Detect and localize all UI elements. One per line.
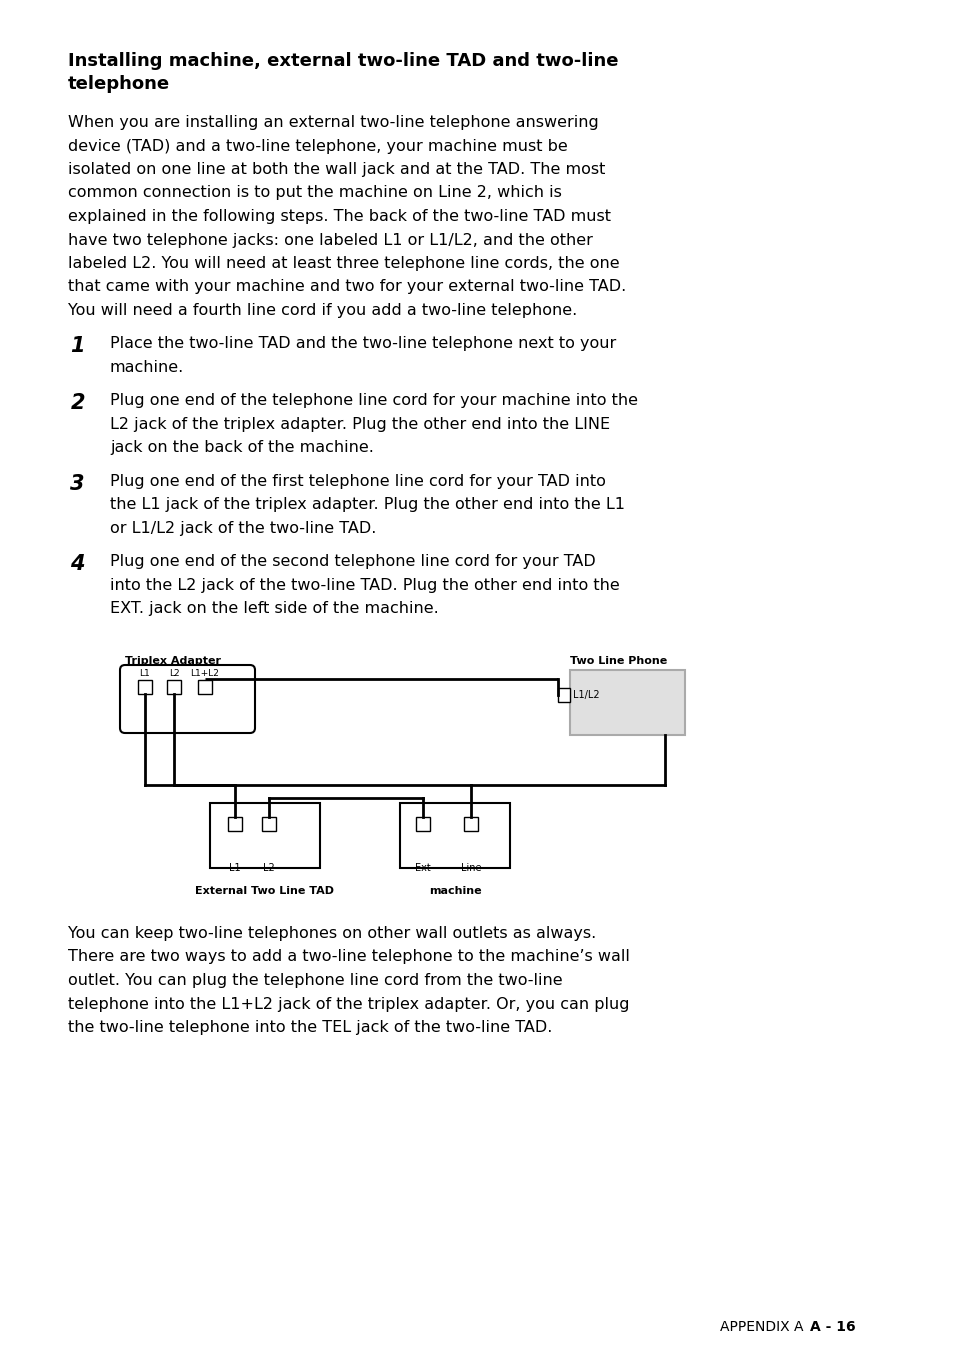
Text: L2: L2 [169, 669, 179, 677]
Text: L2 jack of the triplex adapter. Plug the other end into the LINE: L2 jack of the triplex adapter. Plug the… [110, 416, 610, 433]
Text: APPENDIX A: APPENDIX A [720, 1320, 802, 1334]
Text: common connection is to put the machine on Line 2, which is: common connection is to put the machine … [68, 185, 561, 200]
Text: L1+L2: L1+L2 [191, 669, 219, 677]
Bar [463, 817, 477, 831]
Text: Installing machine, external two-line TAD and two-line: Installing machine, external two-line TA… [68, 51, 618, 70]
Text: or L1/L2 jack of the two-line TAD.: or L1/L2 jack of the two-line TAD. [110, 521, 376, 535]
Text: External Two Line TAD: External Two Line TAD [195, 886, 335, 896]
Text: There are two ways to add a two-line telephone to the machine’s wall: There are two ways to add a two-line tel… [68, 949, 629, 964]
Bar [399, 803, 510, 868]
Text: Triplex Adapter: Triplex Adapter [125, 656, 221, 667]
Text: machine.: machine. [110, 360, 184, 375]
Bar [569, 671, 684, 735]
Text: Ext: Ext [415, 863, 431, 873]
Text: Two Line Phone: Two Line Phone [569, 656, 666, 667]
Text: the two-line telephone into the TEL jack of the two-line TAD.: the two-line telephone into the TEL jack… [68, 1019, 552, 1036]
Text: Plug one end of the telephone line cord for your machine into the: Plug one end of the telephone line cord … [110, 393, 638, 408]
Text: jack on the back of the machine.: jack on the back of the machine. [110, 441, 374, 456]
Text: Plug one end of the second telephone line cord for your TAD: Plug one end of the second telephone lin… [110, 554, 595, 569]
Bar [210, 803, 319, 868]
Text: 2: 2 [71, 393, 85, 414]
Text: Place the two-line TAD and the two-line telephone next to your: Place the two-line TAD and the two-line … [110, 337, 616, 352]
Text: explained in the following steps. The back of the two-line TAD must: explained in the following steps. The ba… [68, 210, 610, 224]
Bar [167, 680, 181, 694]
Bar [228, 817, 242, 831]
Bar [416, 817, 430, 831]
Text: You will need a fourth line cord if you add a two-line telephone.: You will need a fourth line cord if you … [68, 303, 577, 318]
Text: 3: 3 [71, 475, 85, 493]
Text: labeled L2. You will need at least three telephone line cords, the one: labeled L2. You will need at least three… [68, 256, 619, 270]
Text: into the L2 jack of the two-line TAD. Plug the other end into the: into the L2 jack of the two-line TAD. Pl… [110, 579, 619, 594]
Text: L1: L1 [229, 863, 240, 873]
Bar [198, 680, 212, 694]
FancyBboxPatch shape [120, 665, 254, 733]
Bar [558, 688, 569, 702]
Text: that came with your machine and two for your external two-line TAD.: that came with your machine and two for … [68, 280, 625, 295]
Text: have two telephone jacks: one labeled L1 or L1/L2, and the other: have two telephone jacks: one labeled L1… [68, 233, 592, 247]
Text: the L1 jack of the triplex adapter. Plug the other end into the L1: the L1 jack of the triplex adapter. Plug… [110, 498, 624, 512]
Text: machine: machine [428, 886, 481, 896]
Text: isolated on one line at both the wall jack and at the TAD. The most: isolated on one line at both the wall ja… [68, 162, 605, 177]
Text: device (TAD) and a two-line telephone, your machine must be: device (TAD) and a two-line telephone, y… [68, 138, 567, 154]
Text: outlet. You can plug the telephone line cord from the two-line: outlet. You can plug the telephone line … [68, 973, 562, 988]
Text: Plug one end of the first telephone line cord for your TAD into: Plug one end of the first telephone line… [110, 475, 605, 489]
Text: L2: L2 [263, 863, 274, 873]
Text: You can keep two-line telephones on other wall outlets as always.: You can keep two-line telephones on othe… [68, 926, 596, 941]
Text: 1: 1 [71, 337, 85, 357]
Text: telephone into the L1+L2 jack of the triplex adapter. Or, you can plug: telephone into the L1+L2 jack of the tri… [68, 996, 629, 1011]
Bar [262, 817, 275, 831]
Text: Line: Line [460, 863, 480, 873]
Text: L1/L2: L1/L2 [573, 690, 599, 700]
Bar [138, 680, 152, 694]
Text: When you are installing an external two-line telephone answering: When you are installing an external two-… [68, 115, 598, 130]
Text: 4: 4 [71, 554, 85, 575]
Text: L1: L1 [139, 669, 151, 677]
Text: A - 16: A - 16 [809, 1320, 855, 1334]
Text: telephone: telephone [68, 74, 170, 93]
Text: EXT. jack on the left side of the machine.: EXT. jack on the left side of the machin… [110, 602, 438, 617]
